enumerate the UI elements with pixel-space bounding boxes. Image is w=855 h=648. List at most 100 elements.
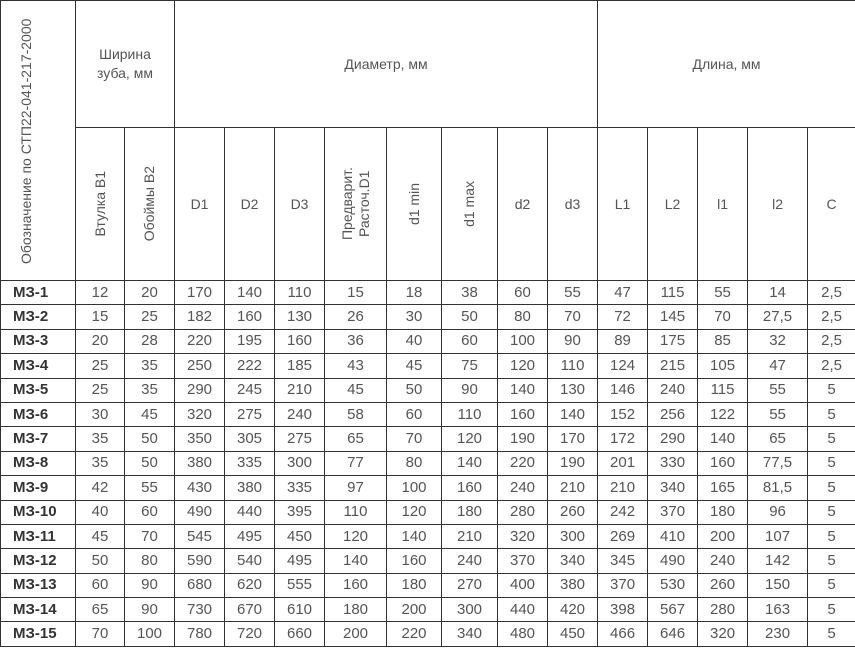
table-row: МЗ-11 45 70 545 495 450 120 140 210 320 300 269 410 2… xyxy=(0,523,855,550)
table-cell: 5 xyxy=(807,548,855,574)
length-header: Длина, мм xyxy=(597,0,855,128)
table-cell: 5 xyxy=(807,377,855,403)
table-cell: 26 xyxy=(324,304,388,330)
table-row: МЗ-9 42 55 430 380 335 97 100 160 240 210 210 340 165… xyxy=(0,475,855,501)
column-header: Втулка В1 xyxy=(75,127,125,281)
table-cell: 30 xyxy=(75,401,125,428)
table-cell: 70 xyxy=(123,523,176,550)
row-label: МЗ-10 xyxy=(0,499,76,525)
table-cell: 269 xyxy=(597,523,649,550)
row-label: МЗ-15 xyxy=(0,621,76,647)
table-cell: 110 xyxy=(274,279,326,306)
column-header: D2 xyxy=(224,127,276,281)
table-cell: 146 xyxy=(597,377,649,403)
table-cell: 300 xyxy=(547,523,599,550)
column-header: d1 max xyxy=(441,127,499,281)
table-cell: 60 xyxy=(497,279,549,306)
table-row: МЗ-6 30 45 320 275 240 58 60 110 160 140 152 256 122 5… xyxy=(0,401,855,428)
table-cell: 5 xyxy=(807,597,855,623)
row-label: МЗ-8 xyxy=(0,450,76,477)
row-label: МЗ-7 xyxy=(0,426,76,452)
row-label: МЗ-13 xyxy=(0,572,76,599)
table-cell: 340 xyxy=(441,621,499,647)
table-cell: 77,5 xyxy=(747,450,809,477)
table-cell: 555 xyxy=(274,572,326,599)
table-cell: 70 xyxy=(386,426,443,452)
table-cell: 215 xyxy=(647,353,699,379)
table-cell: 25 xyxy=(75,377,125,403)
table-cell: 2,5 xyxy=(807,304,855,330)
column-header: Предварит. Расточ.D1 xyxy=(324,127,388,281)
table-cell: 40 xyxy=(75,499,125,525)
table-cell: 120 xyxy=(441,426,499,452)
table-cell: 90 xyxy=(547,328,599,355)
table-cell: 5 xyxy=(807,450,855,477)
table-cell: 300 xyxy=(274,450,326,477)
table-cell: 60 xyxy=(75,572,125,599)
table-cell: 270 xyxy=(441,572,499,599)
table-cell: 5 xyxy=(807,523,855,550)
table-cell: 2,5 xyxy=(807,328,855,355)
table-cell: 175 xyxy=(647,328,699,355)
table-cell: 80 xyxy=(497,304,549,330)
table-cell: 380 xyxy=(547,572,599,599)
table-cell: 200 xyxy=(697,523,749,550)
table-cell: 450 xyxy=(547,621,599,647)
table-cell: 163 xyxy=(747,597,809,623)
table-cell: 43 xyxy=(324,353,388,379)
table-cell: 275 xyxy=(274,426,326,452)
table-row: МЗ-8 35 50 380 335 300 77 80 140 220 190 201 330 160 7… xyxy=(0,450,855,477)
column-header: D3 xyxy=(274,127,326,281)
table-cell: 240 xyxy=(274,401,326,428)
column-header: C xyxy=(807,127,855,281)
column-header: Обоймы В2 xyxy=(123,127,176,281)
row-label: МЗ-4 xyxy=(0,353,76,379)
table-cell: 330 xyxy=(647,450,699,477)
table-cell: 240 xyxy=(647,377,699,403)
column-header-text: Предварит. Расточ.D1 xyxy=(338,167,372,241)
table-cell: 5 xyxy=(807,572,855,599)
table-cell: 290 xyxy=(647,426,699,452)
table-cell: 201 xyxy=(597,450,649,477)
table-cell: 45 xyxy=(324,377,388,403)
table-cell: 65 xyxy=(75,597,125,623)
table-cell: 42 xyxy=(75,475,125,501)
table-cell: 40 xyxy=(386,328,443,355)
table-row: МЗ-5 25 35 290 245 210 45 50 90 140 130 146 240 115 55… xyxy=(0,377,855,403)
table-row: МЗ-13 60 90 680 620 555 160 180 270 400 380 370 530 2… xyxy=(0,572,855,599)
table-cell: 25 xyxy=(75,353,125,379)
column-header: d1 min xyxy=(386,127,443,281)
table-cell: 27,5 xyxy=(747,304,809,330)
table-cell: 124 xyxy=(597,353,649,379)
table-cell: 80 xyxy=(123,548,176,574)
table-cell: 50 xyxy=(123,450,176,477)
table-cell: 15 xyxy=(75,304,125,330)
table-cell: 15 xyxy=(324,279,388,306)
table-cell: 120 xyxy=(324,523,388,550)
row-label: МЗ-6 xyxy=(0,401,76,428)
table-cell: 50 xyxy=(441,304,499,330)
table-row: МЗ-12 50 80 590 540 495 140 160 240 370 340 345 490 2… xyxy=(0,548,855,574)
table-cell: 85 xyxy=(697,328,749,355)
column-header: l2 xyxy=(747,127,809,281)
table-cell: 545 xyxy=(174,523,226,550)
table-cell: 240 xyxy=(697,548,749,574)
table-cell: 45 xyxy=(386,353,443,379)
table-cell: 280 xyxy=(697,597,749,623)
table-cell: 140 xyxy=(441,450,499,477)
table-cell: 195 xyxy=(224,328,276,355)
table-cell: 730 xyxy=(174,597,226,623)
table-cell: 65 xyxy=(324,426,388,452)
table-cell: 115 xyxy=(697,377,749,403)
table-cell: 55 xyxy=(547,279,599,306)
table-cell: 12 xyxy=(75,279,125,306)
table-cell: 180 xyxy=(441,499,499,525)
table-cell: 45 xyxy=(123,401,176,428)
table-cell: 115 xyxy=(647,279,699,306)
table-cell: 680 xyxy=(174,572,226,599)
table-cell: 172 xyxy=(597,426,649,452)
table-cell: 25 xyxy=(123,304,176,330)
table-row: МЗ-10 40 60 490 440 395 110 120 180 280 260 242 370 1… xyxy=(0,499,855,525)
table-cell: 590 xyxy=(174,548,226,574)
table-cell: 466 xyxy=(597,621,649,647)
